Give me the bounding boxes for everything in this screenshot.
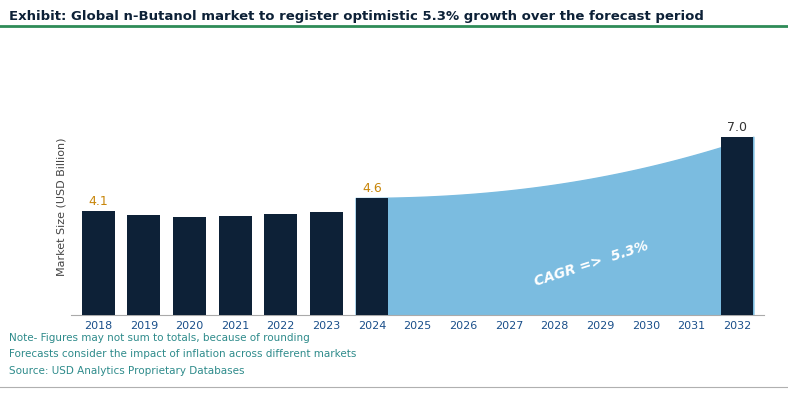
Y-axis label: Market Size (USD Billion): Market Size (USD Billion): [57, 138, 67, 276]
Text: 7.0: 7.0: [727, 121, 747, 134]
Text: Exhibit: Global n-Butanol market to register optimistic 5.3% growth over the for: Exhibit: Global n-Butanol market to regi…: [9, 10, 704, 23]
Bar: [355, 198, 388, 315]
Text: CAGR =>  5.3%: CAGR => 5.3%: [532, 239, 650, 289]
Bar: [82, 211, 115, 315]
Text: Source: USD Analytics Proprietary Databases: Source: USD Analytics Proprietary Databa…: [9, 366, 245, 376]
Bar: [173, 217, 206, 315]
Text: 4.1: 4.1: [88, 195, 108, 208]
Bar: [720, 137, 753, 315]
Text: Forecasts consider the impact of inflation across different markets: Forecasts consider the impact of inflati…: [9, 349, 357, 359]
Bar: [219, 216, 251, 315]
Text: Note- Figures may not sum to totals, because of rounding: Note- Figures may not sum to totals, bec…: [9, 333, 310, 343]
Bar: [264, 214, 297, 315]
Bar: [310, 212, 343, 315]
Bar: [128, 215, 160, 315]
Text: 4.6: 4.6: [362, 182, 382, 195]
